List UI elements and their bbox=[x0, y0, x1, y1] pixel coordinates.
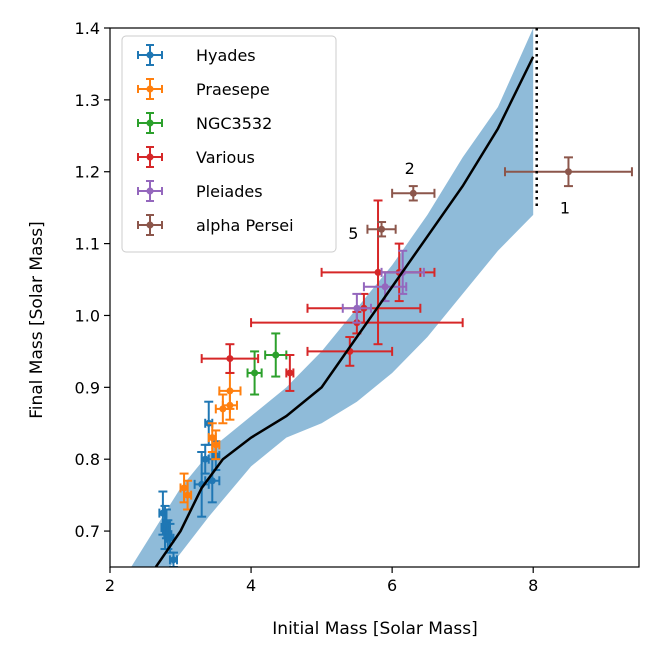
plot-area: 1 2 5 bbox=[131, 28, 633, 567]
series-2 bbox=[246, 332, 288, 396]
data-marker bbox=[201, 455, 209, 463]
legend-marker bbox=[146, 51, 154, 59]
legend-label: NGC3532 bbox=[196, 114, 272, 133]
point-annotation: 2 bbox=[405, 159, 415, 178]
data-marker bbox=[409, 189, 417, 197]
data-marker bbox=[169, 556, 177, 564]
series-5 bbox=[366, 156, 633, 238]
data-marker bbox=[226, 355, 234, 363]
legend-marker bbox=[146, 187, 154, 195]
legend-label: Hyades bbox=[196, 46, 256, 65]
y-tick-label: 0.7 bbox=[75, 522, 100, 541]
legend-label: alpha Persei bbox=[196, 216, 294, 235]
y-tick-label: 1.0 bbox=[75, 306, 100, 325]
plot-content bbox=[131, 28, 633, 567]
x-tick-label: 2 bbox=[105, 576, 115, 595]
data-marker bbox=[353, 304, 361, 312]
data-marker bbox=[212, 441, 220, 449]
series-4 bbox=[341, 249, 425, 324]
y-tick-label: 1.3 bbox=[75, 91, 100, 110]
y-tick-label: 1.4 bbox=[75, 19, 100, 38]
axes-frame bbox=[109, 27, 640, 568]
data-marker bbox=[180, 484, 188, 492]
legend-marker bbox=[146, 119, 154, 127]
axes: 2 4 6 8 0.7 0.8 0.9 1.0 1.1 1.2 1.3 1.4 bbox=[75, 19, 640, 595]
point-annotation: 1 bbox=[560, 199, 570, 218]
legend-marker bbox=[146, 153, 154, 161]
y-tick-label: 0.8 bbox=[75, 450, 100, 469]
data-marker bbox=[286, 369, 294, 377]
series-0 bbox=[158, 400, 221, 567]
data-marker bbox=[378, 225, 386, 233]
data-marker bbox=[184, 491, 192, 499]
legend-marker bbox=[146, 85, 154, 93]
legend-box bbox=[121, 35, 337, 253]
point-annotation: 5 bbox=[348, 224, 358, 243]
legend-label: Various bbox=[196, 148, 255, 167]
x-axis-label: Initial Mass [Solar Mass] bbox=[272, 619, 477, 639]
legend: Hyades Praesepe NGC3532 Various Pleiades alph… bbox=[121, 35, 337, 253]
data-marker bbox=[166, 534, 174, 542]
model-curve bbox=[154, 56, 535, 567]
legend-marker bbox=[146, 221, 154, 229]
data-marker bbox=[208, 477, 216, 485]
y-tick-label: 0.9 bbox=[75, 378, 100, 397]
x-tick-label: 8 bbox=[528, 576, 538, 595]
x-tick-label: 4 bbox=[246, 576, 256, 595]
x-tick-label: 6 bbox=[387, 576, 397, 595]
data-marker bbox=[564, 168, 572, 176]
data-marker bbox=[226, 387, 234, 395]
y-tick-label: 1.1 bbox=[75, 235, 100, 254]
legend-label: Praesepe bbox=[196, 80, 270, 99]
data-marker bbox=[272, 351, 280, 359]
y-axis-label: Final Mass [Solar Mass] bbox=[27, 221, 47, 419]
y-tick-label: 1.2 bbox=[75, 163, 100, 182]
data-marker bbox=[251, 369, 259, 377]
data-marker bbox=[208, 434, 216, 442]
model-uncertainty-band bbox=[131, 28, 534, 567]
data-marker bbox=[381, 283, 389, 291]
series-1 bbox=[179, 371, 242, 511]
legend-label: Pleiades bbox=[196, 182, 263, 201]
